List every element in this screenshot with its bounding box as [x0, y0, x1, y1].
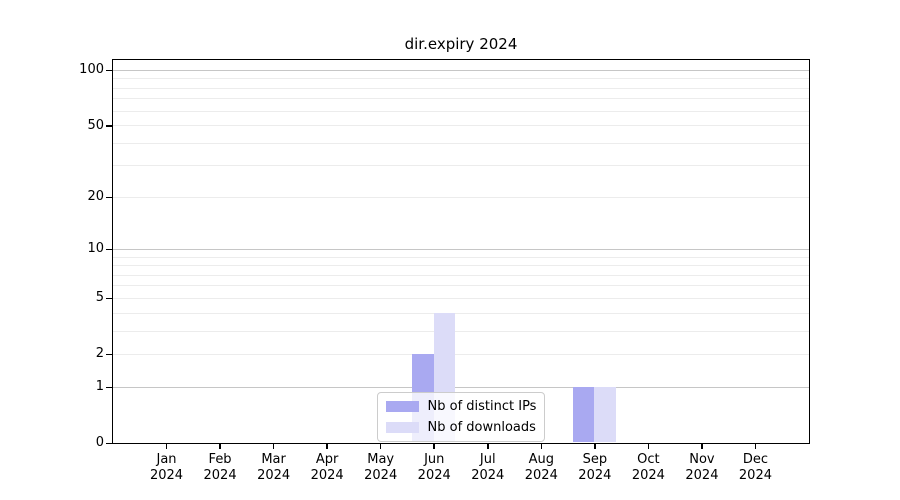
x-tick-label: Aug 2024 — [499, 452, 583, 483]
x-tick-year: 2024 — [364, 467, 398, 483]
y-tick-mark — [106, 125, 113, 127]
x-tick-mark — [701, 443, 703, 449]
x-tick-label: Feb 2024 — [178, 452, 262, 483]
minor-gridline — [112, 87, 809, 89]
major-gridline — [112, 386, 809, 388]
x-tick-year: 2024 — [578, 467, 612, 483]
x-tick-month: May — [367, 452, 395, 467]
x-tick-year: 2024 — [203, 467, 237, 483]
minor-gridline — [112, 142, 809, 144]
chart-title: dir.expiry 2024 — [404, 35, 518, 53]
legend-label-distinct-ips: Nb of distinct IPs — [427, 398, 537, 414]
x-tick-label: Oct 2024 — [606, 452, 690, 483]
x-tick-year: 2024 — [524, 467, 558, 483]
y-tick-mark — [106, 248, 113, 251]
x-tick-month: Nov — [689, 452, 715, 467]
x-tick-mark — [754, 443, 757, 449]
x-tick-mark — [594, 443, 596, 449]
minor-gridline — [112, 110, 809, 112]
x-tick-mark — [487, 443, 489, 449]
x-tick-label: Apr 2024 — [285, 452, 369, 483]
x-tick-month: Dec — [742, 452, 769, 467]
x-tick-mark — [433, 443, 435, 449]
x-tick-label: Jul 2024 — [446, 452, 530, 483]
y-tick-label: 0 — [95, 435, 104, 450]
y-tick-label: 2 — [95, 346, 104, 362]
x-tick-month: Apr — [315, 452, 339, 467]
x-tick-month: Sep — [582, 452, 608, 467]
x-tick-month: Oct — [637, 452, 660, 467]
x-tick-mark — [326, 443, 328, 449]
x-tick-year: 2024 — [631, 467, 665, 483]
x-tick-mark — [647, 443, 650, 449]
legend-swatch-downloads — [385, 421, 419, 433]
x-tick-year: 2024 — [310, 467, 344, 483]
x-tick-year: 2024 — [471, 467, 505, 483]
x-tick-month: Jun — [424, 452, 445, 467]
minor-gridline — [112, 285, 809, 287]
minor-gridline — [112, 165, 809, 167]
y-tick-label: 1 — [95, 379, 104, 395]
minor-gridline — [112, 297, 809, 299]
minor-gridline — [112, 274, 809, 276]
x-tick-mark — [272, 443, 275, 449]
x-tick-label: Sep 2024 — [553, 452, 637, 483]
x-tick-mark — [379, 443, 382, 449]
x-tick-mark — [165, 443, 168, 449]
legend-entry-downloads: Nb of downloads — [385, 419, 537, 436]
major-gridline — [112, 69, 809, 71]
y-tick-mark — [106, 386, 113, 389]
y-tick-mark — [106, 196, 113, 199]
x-tick-label: Jun 2024 — [392, 452, 476, 483]
minor-gridline — [112, 353, 809, 355]
x-tick-year: 2024 — [257, 467, 291, 483]
minor-gridline — [112, 125, 809, 127]
x-tick-mark — [219, 443, 221, 449]
x-tick-month: Aug — [528, 452, 554, 467]
x-tick-month: Jan — [156, 452, 177, 467]
y-tick-label: 10 — [87, 241, 104, 257]
y-tick-mark — [106, 353, 113, 356]
x-tick-label: Nov 2024 — [660, 452, 744, 483]
bar-downloads-sep — [594, 386, 616, 443]
bar-distinct-ips-sep — [572, 386, 595, 443]
x-tick-mark — [540, 443, 543, 449]
minor-gridline — [112, 265, 809, 267]
x-tick-year: 2024 — [685, 467, 719, 483]
x-tick-label: Jan 2024 — [125, 452, 209, 483]
legend-swatch-distinct-ips — [385, 400, 419, 412]
y-tick-mark — [106, 442, 113, 444]
minor-gridline — [112, 312, 809, 314]
minor-gridline — [112, 256, 809, 258]
minor-gridline — [112, 78, 809, 80]
major-gridline — [112, 248, 809, 250]
x-tick-label: Dec 2024 — [713, 452, 797, 483]
y-tick-label: 20 — [87, 189, 104, 205]
plot-area: Nb of distinct IPs Nb of downloads — [111, 58, 810, 444]
legend: Nb of distinct IPs Nb of downloads — [376, 391, 546, 442]
legend-entry-distinct-ips: Nb of distinct IPs — [385, 398, 537, 415]
x-tick-label: May 2024 — [339, 452, 423, 483]
y-tick-mark — [106, 297, 113, 300]
x-tick-year: 2024 — [738, 467, 772, 483]
minor-gridline — [112, 196, 809, 198]
y-tick-label: 100 — [79, 62, 104, 78]
x-tick-year: 2024 — [149, 467, 184, 483]
x-tick-month: Jul — [479, 452, 496, 467]
minor-gridline — [112, 98, 809, 100]
x-tick-month: Mar — [261, 452, 286, 467]
y-tick-label: 5 — [95, 290, 104, 306]
minor-gridline — [112, 330, 809, 332]
x-tick-label: Mar 2024 — [232, 452, 316, 483]
x-tick-month: Feb — [208, 452, 232, 467]
y-tick-label: 50 — [87, 117, 104, 133]
x-tick-year: 2024 — [417, 467, 451, 483]
legend-label-downloads: Nb of downloads — [427, 419, 536, 435]
y-tick-mark — [106, 69, 113, 72]
